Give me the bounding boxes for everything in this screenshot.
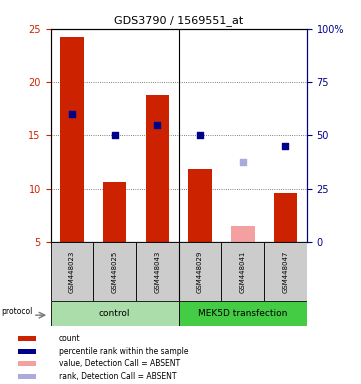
Point (283, 143, 288, 149)
Bar (18, 361, 36, 366)
Text: GSM448023: GSM448023 (69, 250, 75, 293)
Text: GSM448047: GSM448047 (283, 250, 288, 293)
Text: value, Detection Call = ABSENT: value, Detection Call = ABSENT (58, 359, 180, 369)
Text: count: count (58, 334, 80, 343)
Point (112, 132, 118, 138)
Bar (264, 242, 307, 301)
Point (240, 159, 245, 165)
Bar (103, 182, 126, 242)
Text: control: control (99, 310, 130, 318)
Text: GSM448041: GSM448041 (240, 250, 246, 293)
Bar (51, 301, 179, 326)
Text: MEK5D transfection: MEK5D transfection (198, 310, 287, 318)
Text: GSM448029: GSM448029 (197, 250, 203, 293)
Title: GDS3790 / 1569551_at: GDS3790 / 1569551_at (114, 15, 243, 26)
Bar (18, 349, 36, 354)
Bar (231, 226, 255, 242)
Bar (18, 336, 36, 341)
Bar (18, 374, 36, 379)
Bar (188, 169, 212, 242)
Bar (136, 242, 179, 301)
Text: rank, Detection Call = ABSENT: rank, Detection Call = ABSENT (58, 372, 176, 381)
Bar (274, 193, 297, 242)
Bar (60, 37, 84, 242)
Bar (179, 301, 307, 326)
Text: protocol: protocol (1, 307, 32, 316)
Bar (51, 242, 93, 301)
Point (69, 111, 75, 117)
Text: GSM448043: GSM448043 (155, 250, 160, 293)
Bar (93, 242, 136, 301)
Text: percentile rank within the sample: percentile rank within the sample (58, 347, 188, 356)
Text: GSM448025: GSM448025 (112, 250, 118, 293)
Bar (221, 242, 264, 301)
Bar (179, 242, 221, 301)
Point (155, 122, 160, 128)
Point (197, 132, 203, 138)
Bar (145, 95, 169, 242)
